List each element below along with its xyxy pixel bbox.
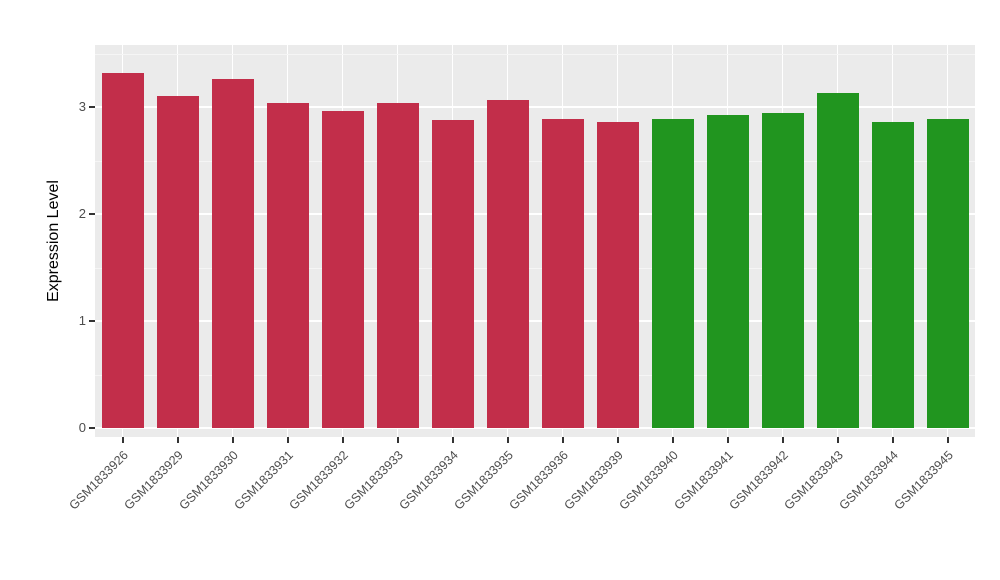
x-tick-mark (726, 437, 729, 443)
major-gridline (95, 213, 975, 215)
bar (321, 111, 364, 428)
x-tick-mark (561, 437, 564, 443)
x-tick-label: GSM1833930 (175, 448, 241, 513)
bar (706, 114, 749, 428)
x-tick-label: GSM1833929 (120, 448, 186, 513)
bar (816, 93, 859, 428)
x-tick-label: GSM1833944 (835, 448, 901, 513)
x-tick-mark (231, 437, 234, 443)
x-tick-mark (506, 437, 509, 443)
y-axis-title-container: Expression Level (44, 45, 64, 437)
major-gridline (95, 106, 975, 108)
x-tick-label: GSM1833932 (285, 448, 351, 513)
x-tick-label: GSM1833931 (230, 448, 296, 513)
x-tick-mark (451, 437, 454, 443)
x-tick-label: GSM1833942 (725, 448, 791, 513)
y-tick-label: 1 (78, 313, 86, 328)
x-tick-mark (946, 437, 949, 443)
y-tick-mark (89, 320, 95, 322)
x-tick-mark (671, 437, 674, 443)
y-tick-label: 0 (78, 420, 86, 435)
x-tick-mark (121, 437, 124, 443)
bar (156, 96, 199, 428)
y-tick-label: 3 (78, 99, 86, 114)
bar (431, 119, 474, 428)
bar (651, 118, 694, 428)
minor-gridline (95, 374, 975, 376)
minor-gridline (95, 53, 975, 55)
x-tick-label: GSM1833939 (560, 448, 626, 513)
x-tick-label: GSM1833941 (670, 448, 736, 513)
bar (761, 113, 804, 428)
minor-gridline (95, 267, 975, 269)
x-tick-label: GSM1833940 (615, 448, 681, 513)
plot-panel (95, 45, 975, 437)
x-tick-label: GSM1833945 (890, 448, 956, 513)
y-tick-mark (89, 106, 95, 108)
y-axis-title: Expression Level (45, 180, 62, 302)
bar (871, 121, 914, 428)
y-tick-label: 2 (78, 206, 86, 221)
bar (211, 79, 254, 428)
x-tick-mark (396, 437, 399, 443)
x-tick-mark (891, 437, 894, 443)
x-tick-mark (836, 437, 839, 443)
x-tick-mark (286, 437, 289, 443)
bar (376, 102, 419, 428)
x-tick-mark (341, 437, 344, 443)
bar (266, 102, 309, 428)
y-tick-mark (89, 213, 95, 215)
x-tick-label: GSM1833935 (450, 448, 516, 513)
bar (541, 118, 584, 428)
x-tick-label: GSM1833926 (65, 448, 131, 513)
bar (596, 121, 639, 428)
bar (926, 118, 969, 428)
bar (101, 72, 144, 428)
x-tick-label: GSM1833943 (780, 448, 846, 513)
x-tick-mark (616, 437, 619, 443)
major-gridline (95, 427, 975, 429)
x-tick-label: GSM1833936 (505, 448, 571, 513)
y-tick-mark (89, 427, 95, 429)
x-tick-mark (781, 437, 784, 443)
major-gridline (95, 320, 975, 322)
x-tick-label: GSM1833934 (395, 448, 461, 513)
bar (486, 99, 529, 428)
x-tick-label: GSM1833933 (340, 448, 406, 513)
minor-gridline (95, 160, 975, 162)
x-tick-mark (176, 437, 179, 443)
